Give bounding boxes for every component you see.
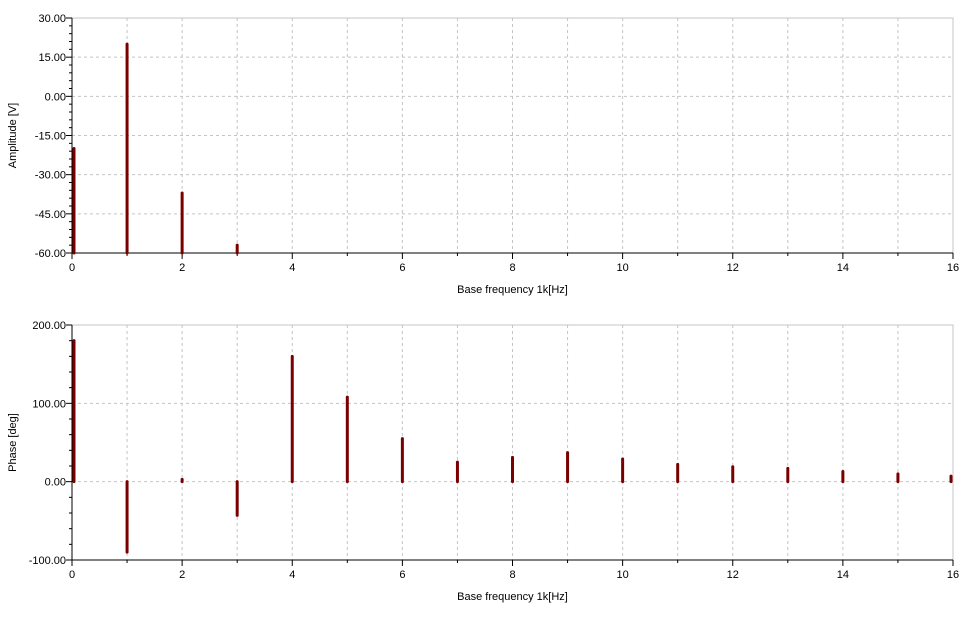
x-tick-label: 16	[947, 262, 959, 274]
x-tick-label: 8	[509, 569, 515, 581]
x-tick-label: 10	[617, 569, 629, 581]
y-tick-label: 200.00	[32, 320, 66, 332]
x-tick-label: 6	[399, 262, 405, 274]
y-tick-label: -45.00	[35, 209, 66, 221]
y-tick-label: 0.00	[45, 91, 66, 103]
x-tick-label: 0	[69, 569, 75, 581]
y-tick-label: 30.00	[38, 13, 66, 25]
x-tick-label: 16	[947, 569, 959, 581]
x-tick-label: 14	[837, 262, 849, 274]
y-tick-label: -30.00	[35, 170, 66, 182]
y-tick-label: -60.00	[35, 248, 66, 260]
x-tick-label: 10	[617, 262, 629, 274]
y-tick-label: -100.00	[29, 555, 66, 567]
y-axis-title: Phase [deg]	[7, 413, 19, 472]
x-axis-title: Base frequency 1k[Hz]	[457, 284, 568, 296]
phase-chart: 0 2 4 6 8 10 12 14 16 200.00 100.00 0.00 -100.00 Base…	[7, 320, 959, 603]
amplitude-chart: 0 2 4 6 8 10 12 14 16 30.00 15.00 0.00 -15.00 -30.00 -…	[7, 13, 959, 296]
y-tick-label: 100.00	[32, 398, 66, 410]
x-tick-label: 8	[509, 262, 515, 274]
x-tick-label: 14	[837, 569, 849, 581]
x-tick-label: 2	[179, 569, 185, 581]
x-tick-label: 0	[69, 262, 75, 274]
x-tick-label: 6	[399, 569, 405, 581]
y-tick-label: -15.00	[35, 131, 66, 143]
x-axis-title: Base frequency 1k[Hz]	[457, 591, 568, 603]
y-tick-label: 0.00	[45, 477, 66, 489]
y-axis-title: Amplitude [V]	[7, 103, 19, 168]
x-tick-label: 4	[289, 262, 295, 274]
x-tick-label: 12	[727, 262, 739, 274]
x-tick-label: 2	[179, 262, 185, 274]
x-tick-label: 12	[727, 569, 739, 581]
y-tick-label: 15.00	[38, 52, 66, 64]
x-tick-label: 4	[289, 569, 295, 581]
